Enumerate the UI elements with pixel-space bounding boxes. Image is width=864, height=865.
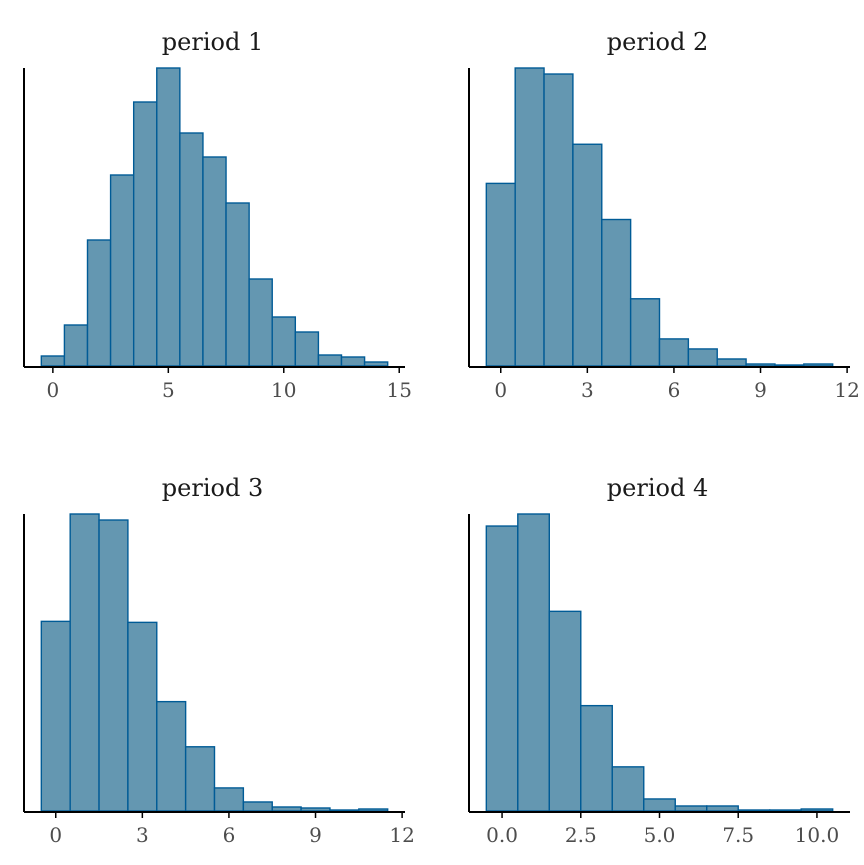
histogram-bar <box>156 700 187 812</box>
histogram-bar <box>202 156 227 367</box>
histogram-bar <box>271 806 302 812</box>
x-tick-label: 0 <box>494 378 507 402</box>
x-tick-label: 0.0 <box>486 823 518 847</box>
histogram-bar <box>40 620 71 812</box>
x-tick-label: 6 <box>668 378 681 402</box>
panel-3: period 3 0 3 6 9 12 <box>23 474 415 847</box>
histogram-bar <box>485 525 519 812</box>
histogram-bar <box>517 513 550 812</box>
x-tick-label: 12 <box>834 378 859 402</box>
histogram-bar <box>611 766 645 812</box>
histogram-bar <box>716 358 747 367</box>
histogram-bar <box>184 746 216 812</box>
panel-1: period 1 0 5 10 15 <box>23 28 412 402</box>
histogram-bar <box>485 182 516 367</box>
histogram-bar <box>803 363 834 367</box>
histogram-bar <box>363 361 389 367</box>
x-tick-label: 2.5 <box>565 823 597 847</box>
histogram-bar <box>109 174 135 367</box>
histogram-bar <box>63 324 89 367</box>
histogram-bar <box>156 67 181 367</box>
histogram-bar <box>98 519 129 812</box>
histogram-bar <box>69 513 100 812</box>
histogram-bar <box>242 801 273 812</box>
histogram-bar <box>687 348 718 367</box>
histogram-bar <box>774 364 805 367</box>
histogram-bar <box>86 239 112 367</box>
panel-title: period 3 <box>162 474 263 502</box>
histogram-bar <box>601 218 632 367</box>
histogram-bar <box>580 704 613 812</box>
histogram-bar <box>514 67 545 367</box>
histogram-bar <box>40 355 66 367</box>
histogram-bar <box>248 278 273 367</box>
histogram-bar <box>745 363 776 367</box>
x-tick-label: 12 <box>389 823 414 847</box>
histogram-bar <box>132 101 158 367</box>
x-tick-label: 10.0 <box>795 823 840 847</box>
histogram-bar <box>643 798 676 812</box>
x-tick-label: 0 <box>46 378 59 402</box>
histogram-bar <box>213 787 245 812</box>
histogram-bar <box>340 356 366 367</box>
histogram-bar <box>127 621 158 812</box>
x-tick-label: 9 <box>754 378 767 402</box>
histogram-bar <box>179 132 204 367</box>
x-tick-label: 3 <box>136 823 149 847</box>
x-tick-label: 10 <box>271 378 296 402</box>
x-tick-label: 5.0 <box>644 823 676 847</box>
panel-title: period 4 <box>607 474 708 502</box>
histogram-bar <box>658 338 690 367</box>
histogram-bar <box>358 808 389 812</box>
histogram-bar <box>800 808 834 812</box>
histogram-bar <box>572 143 603 367</box>
histogram-bar <box>543 73 574 367</box>
x-tick-label: 0 <box>49 823 62 847</box>
histogram-bar <box>300 807 331 812</box>
histogram-bar <box>706 805 739 812</box>
x-tick-label: 7.5 <box>722 823 754 847</box>
histogram-bar <box>271 316 297 367</box>
panel-title: period 2 <box>607 28 708 56</box>
x-tick-label: 5 <box>162 378 175 402</box>
x-tick-label: 9 <box>309 823 322 847</box>
histogram-bar <box>225 202 250 367</box>
x-tick-label: 3 <box>581 378 594 402</box>
histogram-bar <box>769 809 802 812</box>
histogram-bar <box>737 809 771 812</box>
histogram-bar <box>674 805 708 812</box>
panel-title: period 1 <box>162 28 263 56</box>
panel-2: period 2 0 3 6 9 12 <box>468 28 860 402</box>
histogram-bar <box>548 610 582 812</box>
x-tick-label: 6 <box>223 823 236 847</box>
histogram-bar <box>329 809 360 812</box>
histogram-bar <box>629 298 661 367</box>
x-tick-label: 15 <box>387 378 412 402</box>
histogram-bar <box>317 354 343 367</box>
panel-4: period 4 0.0 2.5 5.0 7.5 10.0 <box>468 474 850 847</box>
histogram-bar <box>294 331 320 367</box>
